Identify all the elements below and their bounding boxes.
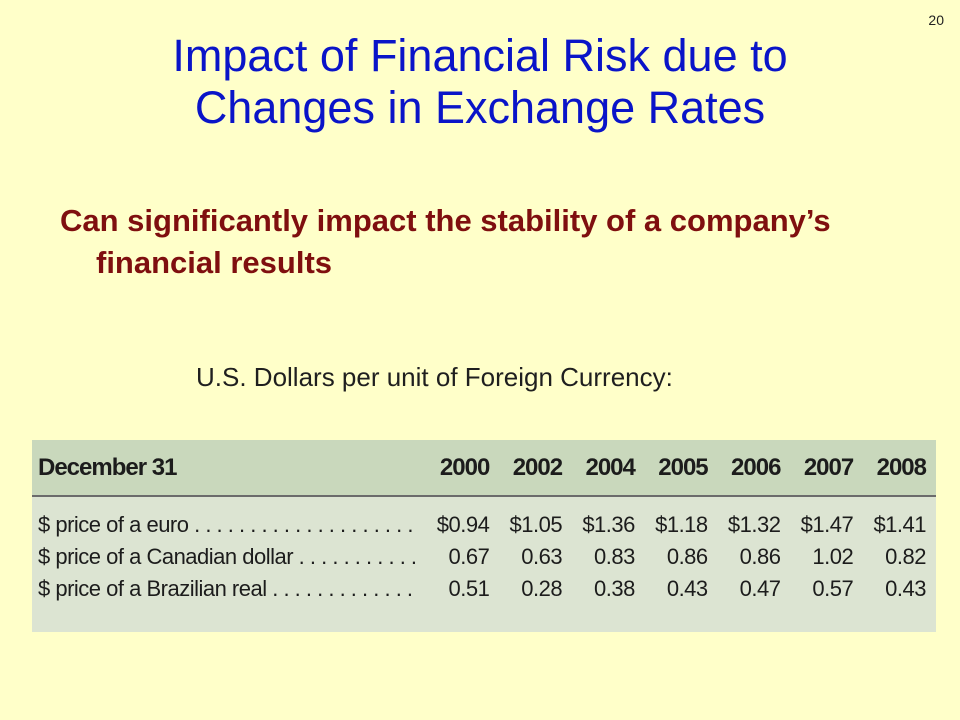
table-cell: 0.43 <box>666 576 708 601</box>
table-cell: 0.28 <box>521 576 563 601</box>
table-cell: 0.86 <box>739 544 781 569</box>
table-cell: 0.51 <box>448 576 490 601</box>
header-year: 2006 <box>717 440 791 497</box>
table-cell: 0.57 <box>812 576 854 601</box>
table-cell: $1.05 <box>509 512 563 537</box>
header-year: 2002 <box>499 440 573 497</box>
header-year: 2000 <box>426 440 500 497</box>
header-year: 2005 <box>644 440 718 497</box>
slide-number: 20 <box>928 12 944 28</box>
table-cell: $0.94 <box>436 512 490 537</box>
slide-title: Impact of Financial Risk due to Changes … <box>0 30 960 134</box>
table-cell: 0.86 <box>666 544 708 569</box>
row-label: $ price of a Canadian dollar . . . . . .… <box>38 544 417 569</box>
exchange-rate-table-container: December 31 2000 2002 2004 2005 2006 200… <box>32 440 936 632</box>
table-cell: 0.83 <box>594 544 635 569</box>
row-label: $ price of a euro . . . . . . . . . . . … <box>38 512 413 537</box>
header-year: 2008 <box>863 440 936 497</box>
bullet-text: Can significantly impact the stability o… <box>60 203 831 280</box>
table-spacer <box>32 496 936 509</box>
header-year: 2004 <box>572 440 645 497</box>
table-row: $ price of a euro . . . . . . . . . . . … <box>32 509 936 541</box>
table-row: $ price of a Canadian dollar . . . . . .… <box>32 541 936 573</box>
title-line-2: Changes in Exchange Rates <box>194 82 766 133</box>
table-cell: 1.02 <box>812 544 854 569</box>
table-cell: 0.63 <box>521 544 563 569</box>
exchange-rate-table: December 31 2000 2002 2004 2005 2006 200… <box>32 440 936 605</box>
table-header-row: December 31 2000 2002 2004 2005 2006 200… <box>32 440 936 497</box>
table-cell: 0.67 <box>448 544 490 569</box>
table-cell: 0.82 <box>885 544 926 569</box>
table-cell: $1.18 <box>655 512 708 537</box>
table-cell: 0.38 <box>594 576 635 601</box>
table-cell: $1.47 <box>800 512 854 537</box>
row-label: $ price of a Brazilian real . . . . . . … <box>38 576 413 601</box>
table-cell: $1.36 <box>582 512 635 537</box>
table-cell: $1.32 <box>727 512 781 537</box>
table-caption: U.S. Dollars per unit of Foreign Currenc… <box>196 362 673 392</box>
table-row: $ price of a Brazilian real . . . . . . … <box>32 573 936 605</box>
table-cell: 0.43 <box>885 576 926 601</box>
table-cell: $1.41 <box>873 512 926 537</box>
header-year: 2007 <box>790 440 864 497</box>
header-label: December 31 <box>32 440 427 497</box>
title-line-1: Impact of Financial Risk due to <box>172 30 788 81</box>
table-cell: 0.47 <box>739 576 781 601</box>
